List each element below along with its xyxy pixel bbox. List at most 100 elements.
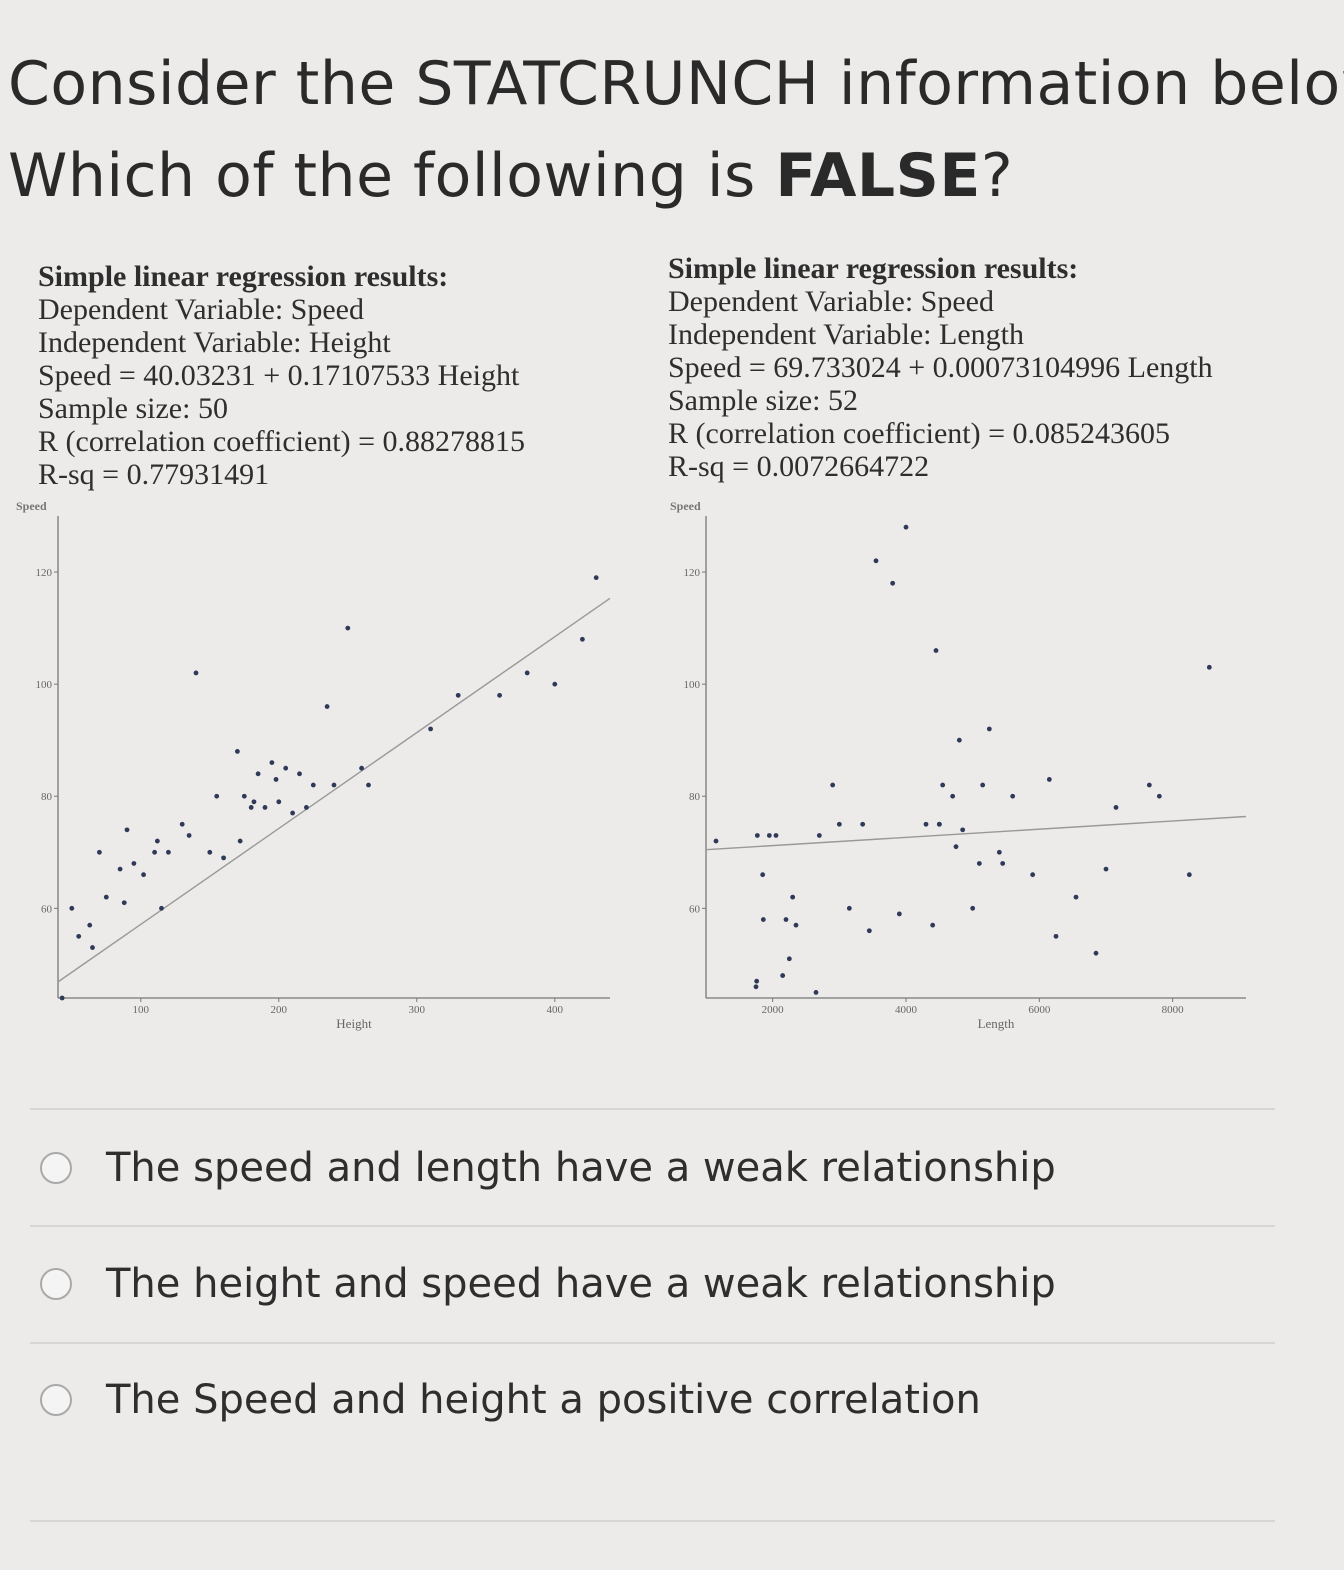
data-point (780, 973, 786, 978)
data-point (345, 625, 351, 631)
data-point (936, 821, 942, 827)
data-point (846, 905, 852, 911)
data-point (290, 810, 295, 816)
answer-option-1[interactable]: The speed and length have a weak relatio… (40, 1138, 1056, 1198)
y-tick-label: 60 (41, 903, 53, 915)
data-point (186, 833, 192, 838)
left-results-heading: Simple linear regression results: (38, 260, 449, 293)
data-point (1146, 782, 1152, 788)
data-point (121, 900, 127, 906)
data-point (59, 995, 65, 1001)
divider (30, 1108, 1275, 1110)
y-tick-label: 80 (689, 791, 701, 803)
data-point (235, 748, 240, 754)
data-point (930, 922, 936, 928)
data-point (896, 911, 902, 917)
data-point (890, 580, 896, 586)
data-point (241, 793, 247, 799)
data-point (793, 922, 799, 928)
data-point (251, 799, 257, 805)
data-point (1000, 861, 1006, 866)
data-point (773, 833, 779, 838)
data-point (69, 905, 75, 911)
answer-option-label: The height and speed have a weak relatio… (106, 1261, 1056, 1307)
y-tick-label: 60 (689, 903, 701, 915)
y-tick-label: 100 (36, 679, 53, 691)
data-point (786, 956, 792, 962)
x-tick-label: 300 (409, 1004, 426, 1016)
data-point (428, 726, 433, 732)
data-point (940, 782, 946, 788)
data-point (497, 692, 502, 698)
data-point (552, 681, 558, 687)
data-point (933, 648, 939, 653)
data-point (580, 636, 585, 642)
question-line-2-suffix: ? (980, 141, 1014, 211)
data-point (366, 782, 371, 788)
x-axis-label: Length (978, 1016, 1015, 1031)
question-line-2: Which of the following is FALSE? (8, 130, 1328, 222)
data-point (813, 989, 819, 995)
y-axis-label: Speed (670, 499, 701, 513)
data-point (790, 894, 796, 900)
regression-line (57, 597, 611, 983)
x-axis-label: Height (336, 1016, 372, 1031)
data-point (1206, 664, 1212, 670)
data-point (221, 855, 227, 861)
data-point (766, 833, 772, 838)
data-point (713, 838, 719, 844)
answer-option-label: The speed and length have a weak relatio… (106, 1145, 1056, 1191)
radio-button[interactable] (40, 1384, 72, 1416)
data-point (310, 782, 316, 788)
answer-option-2[interactable]: The height and speed have a weak relatio… (40, 1254, 1056, 1314)
data-point (956, 737, 962, 743)
data-point (117, 866, 123, 872)
y-tick-label: 120 (36, 567, 53, 579)
right-regression-equation: Speed = 69.733024 + 0.00073104996 Length (668, 351, 1213, 384)
radio-button[interactable] (40, 1268, 72, 1300)
divider (30, 1225, 1275, 1227)
right-correlation: R (correlation coefficient) = 0.08524360… (668, 417, 1171, 450)
data-point (873, 558, 879, 564)
data-point (1113, 805, 1119, 810)
data-point (214, 793, 220, 799)
data-point (923, 821, 929, 827)
left-correlation: R (correlation coefficient) = 0.88278815 (38, 425, 526, 458)
data-point (960, 827, 966, 833)
data-point (976, 861, 982, 866)
y-tick-label: 100 (684, 679, 701, 691)
y-tick-label: 120 (684, 567, 701, 579)
data-point (866, 928, 872, 934)
data-point (331, 782, 337, 788)
radio-button[interactable] (40, 1152, 72, 1184)
data-point (97, 849, 102, 855)
data-point (273, 777, 279, 782)
data-point (593, 575, 599, 581)
data-point (970, 905, 976, 911)
data-point (986, 726, 992, 732)
data-point (76, 933, 82, 939)
left-sample-size: Sample size: 50 (38, 392, 228, 425)
left-independent-variable: Independent Variable: Height (38, 326, 391, 359)
left-results-text: Simple linear regression results: Depend… (38, 260, 614, 491)
data-point (262, 805, 268, 810)
x-tick-label: 8000 (1162, 1004, 1185, 1016)
question-text: Consider the STATCRUNCH information belo… (8, 38, 1344, 222)
right-independent-variable: Independent Variable: Length (668, 318, 1024, 351)
data-point (324, 704, 330, 709)
data-point (1156, 793, 1162, 799)
data-point (1093, 950, 1099, 956)
data-point (154, 838, 160, 844)
divider (30, 1342, 1275, 1344)
x-tick-label: 6000 (1028, 1004, 1051, 1016)
left-dependent-variable: Dependent Variable: Speed (38, 293, 365, 326)
right-rsq: R-sq = 0.0072664722 (668, 450, 930, 483)
data-point (783, 917, 789, 922)
data-point (237, 838, 243, 844)
data-point (754, 833, 760, 838)
data-point (90, 945, 95, 950)
answer-option-3[interactable]: The Speed and height a positive correlat… (40, 1370, 981, 1430)
data-point (754, 978, 760, 984)
data-point (193, 670, 199, 676)
data-point (996, 849, 1002, 855)
